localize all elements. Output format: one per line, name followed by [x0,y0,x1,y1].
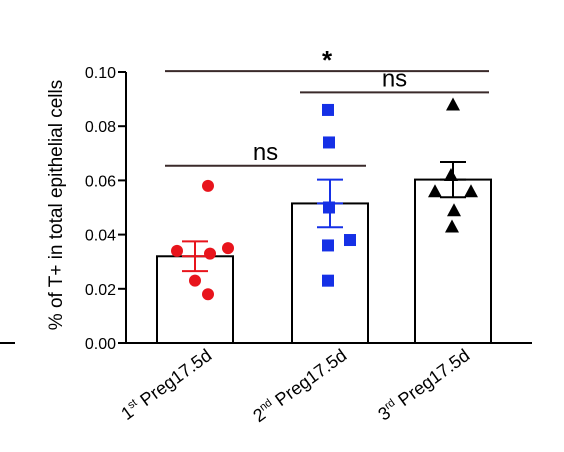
significance-label: ns [253,139,278,166]
x-tick-rest: Preg17.5d [390,345,473,413]
x-tick-label: 3rd Preg17.5d [374,345,473,425]
data-point [189,274,201,287]
x-tick-suffix: nd [257,397,274,414]
y-tick-label: 0.06 [85,173,116,190]
x-tick-label: 2nd Preg17.5d [249,345,350,426]
data-point [445,219,459,233]
significance-label: * [322,45,333,75]
x-tick-rest: Preg17.5d [267,345,350,413]
data-point [323,201,335,214]
data-point [222,242,234,255]
y-axis-label: % of T+ in total epithelial cells [46,80,67,330]
data-point [428,184,442,198]
y-tick-label: 0.00 [85,336,116,353]
data-point [322,274,334,287]
data-point [464,184,478,198]
y-tick-label: 0.08 [85,119,116,136]
data-point [204,247,216,260]
significance-label: ns [382,65,407,92]
data-point [323,136,335,149]
x-tick-rest: Preg17.5d [132,345,215,413]
data-point [322,103,334,116]
data-point [444,167,458,181]
x-tick-label: 1st Preg17.5d [117,345,215,424]
y-tick-label: 0.04 [85,228,116,245]
data-point [202,288,214,301]
data-point [446,97,460,111]
data-point [202,179,214,192]
data-point [344,234,356,247]
y-tick-label: 0.02 [85,282,116,299]
bar [414,178,492,344]
data-point [171,244,183,257]
y-tick-label: 0.10 [85,65,116,82]
data-point [322,239,334,252]
data-point [447,203,461,217]
